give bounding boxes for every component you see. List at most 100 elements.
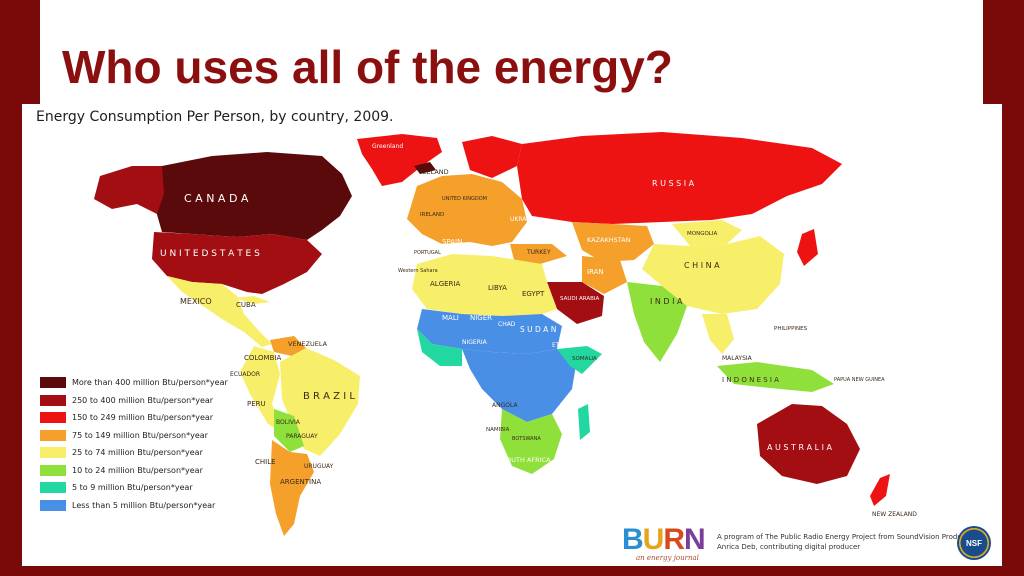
label-chile: CHILE [255, 458, 276, 466]
label-new-zealand: NEW ZEALAND [872, 511, 917, 518]
region-new-zealand [870, 474, 890, 506]
label-greenland: Greenland [372, 143, 403, 150]
label-south-africa: SOUTH AFRICA [502, 456, 551, 464]
region-alaska [94, 166, 164, 214]
region-united-states [152, 232, 322, 294]
region-southeast-asia [702, 314, 734, 354]
label-ecuador: ECUADOR [230, 371, 260, 378]
legend-label: 10 to 24 million Btu/person*year [72, 465, 203, 475]
region-north-africa [412, 254, 557, 316]
label-angola: ANGOLA [492, 402, 518, 409]
burn-logo: BURN [622, 523, 706, 556]
label-turkey: TURKEY [526, 249, 551, 256]
legend-label: 75 to 149 million Btu/person*year [72, 430, 208, 440]
region-europe [407, 174, 527, 246]
legend-swatch [40, 429, 66, 441]
region-canada [154, 152, 352, 240]
nsf-seal-icon: NSF [957, 526, 991, 560]
label-mexico: MEXICO [180, 297, 212, 306]
region-madagascar [578, 404, 590, 440]
legend-item: 25 to 74 million Btu/person*year [40, 444, 228, 462]
region-bolivia-paraguay [274, 409, 304, 452]
label-papua-new-guinea: PAPUA NEW GUINEA [834, 377, 885, 383]
legend-swatch [40, 447, 66, 459]
label-colombia: COLOMBIA [244, 354, 281, 362]
label-portugal: PORTUGAL [414, 250, 441, 256]
legend-swatch [40, 394, 66, 406]
credit-line-1: A program of The Public Radio Energy Pro… [717, 533, 983, 541]
legend-label: 150 to 249 million Btu/person*year [72, 413, 214, 423]
credit-line-2: Anrica Deb, contributing digital produce… [717, 543, 861, 551]
label-libya: LIBYA [488, 284, 507, 292]
region-mongolia [672, 220, 742, 246]
label-saudi-arabia: SAUDI ARABIA [560, 296, 600, 302]
legend-label: Less than 5 million Btu/person*year [72, 500, 216, 510]
region-saudi-arabia [547, 282, 604, 324]
legend-label: 5 to 9 million Btu/person*year [72, 483, 193, 493]
region-japan [797, 229, 818, 266]
world-map: C A N A D A U N I T E D S T A T E S MEXI… [94, 132, 917, 536]
region-horn-of-africa [557, 346, 602, 374]
label-western-sahara: Western Sahara [398, 268, 438, 274]
label-namibia: NAMIBIA [486, 427, 510, 433]
label-spain: SPAIN [442, 238, 462, 246]
legend-swatch [40, 499, 66, 511]
region-southern-africa [500, 409, 562, 474]
region-iran [582, 256, 627, 294]
label-venezuela: VENEZUELA [288, 340, 328, 348]
label-india: I N D I A [650, 297, 683, 306]
legend-item: 5 to 9 million Btu/person*year [40, 479, 228, 497]
label-philippines: PHILIPPINES [774, 326, 808, 332]
label-bolivia: BOLIVIA [276, 419, 301, 426]
label-brazil: B R A Z I L [303, 391, 355, 402]
legend-item: Less than 5 million Btu/person*year [40, 497, 228, 515]
label-united-states: U N I T E D S T A T E S [160, 249, 260, 259]
region-india [627, 282, 687, 362]
label-nigeria: NIGERIA [462, 339, 488, 346]
region-greenland [357, 134, 442, 186]
slide-title: Who uses all of the energy? [62, 41, 673, 93]
label-ethiopia: ETHIOPIA [552, 342, 581, 349]
region-turkey [510, 244, 567, 264]
legend-swatch [40, 482, 66, 494]
region-scandinavia [462, 136, 522, 178]
region-sahel [417, 309, 562, 354]
label-algeria: ALGERIA [430, 280, 460, 288]
burn-tagline: an energy journal [636, 554, 699, 562]
label-paraguay: PARAGUAY [286, 433, 318, 440]
map-legend: More than 400 million Btu/person*year 25… [40, 374, 228, 514]
region-china [642, 236, 784, 314]
region-argentina-chile [270, 440, 314, 536]
region-indonesia [717, 362, 834, 392]
region-russia [517, 132, 842, 224]
label-australia: A U S T R A L I A [767, 443, 832, 452]
region-australia [757, 404, 860, 484]
label-botswana: BOTSWANA [512, 436, 541, 442]
legend-item: 10 to 24 million Btu/person*year [40, 462, 228, 480]
legend-item: 150 to 249 million Btu/person*year [40, 409, 228, 427]
region-andean [240, 346, 284, 434]
footer-credits: BURN an energy journal A program of The … [622, 524, 992, 564]
legend-label: More than 400 million Btu/person*year [72, 378, 228, 388]
legend-swatch [40, 412, 66, 424]
label-peru: PERU [247, 400, 266, 408]
label-mali: MALI [442, 314, 459, 322]
map-heading: Energy Consumption Per Person, by countr… [36, 109, 394, 125]
legend-label: 25 to 74 million Btu/person*year [72, 448, 203, 458]
legend-swatch [40, 377, 66, 389]
label-canada: C A N A D A [184, 192, 249, 205]
label-uruguay: URUGUAY [304, 463, 334, 470]
label-iceland: ICELAND [420, 168, 449, 176]
legend-item: 75 to 149 million Btu/person*year [40, 427, 228, 445]
region-central-east-africa [462, 349, 577, 422]
label-russia: R U S S I A [652, 179, 695, 188]
label-indonesia: I N D O N E S I A [722, 376, 779, 384]
legend-swatch [40, 464, 66, 476]
label-kazakhstan: KAZAKHSTAN [587, 236, 631, 244]
region-west-africa [417, 329, 462, 366]
region-iceland [414, 162, 436, 174]
label-iran: IRAN [587, 268, 604, 276]
label-argentina: ARGENTINA [280, 478, 321, 486]
label-ireland: IRELAND [420, 212, 444, 218]
label-ukraine: UKRAINE [510, 216, 537, 223]
